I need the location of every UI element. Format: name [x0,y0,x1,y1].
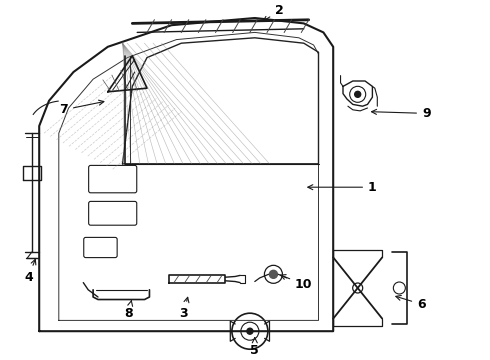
Text: 8: 8 [124,301,133,320]
Text: 5: 5 [250,338,259,357]
Circle shape [247,328,253,334]
Text: 7: 7 [59,100,104,116]
Text: 3: 3 [179,297,189,320]
Text: 9: 9 [371,107,431,120]
Circle shape [270,270,277,278]
Text: 2: 2 [263,4,284,21]
Text: 1: 1 [308,181,377,194]
Text: 10: 10 [281,275,313,291]
Text: 6: 6 [396,296,426,311]
Text: 4: 4 [24,259,36,284]
Circle shape [355,91,361,97]
